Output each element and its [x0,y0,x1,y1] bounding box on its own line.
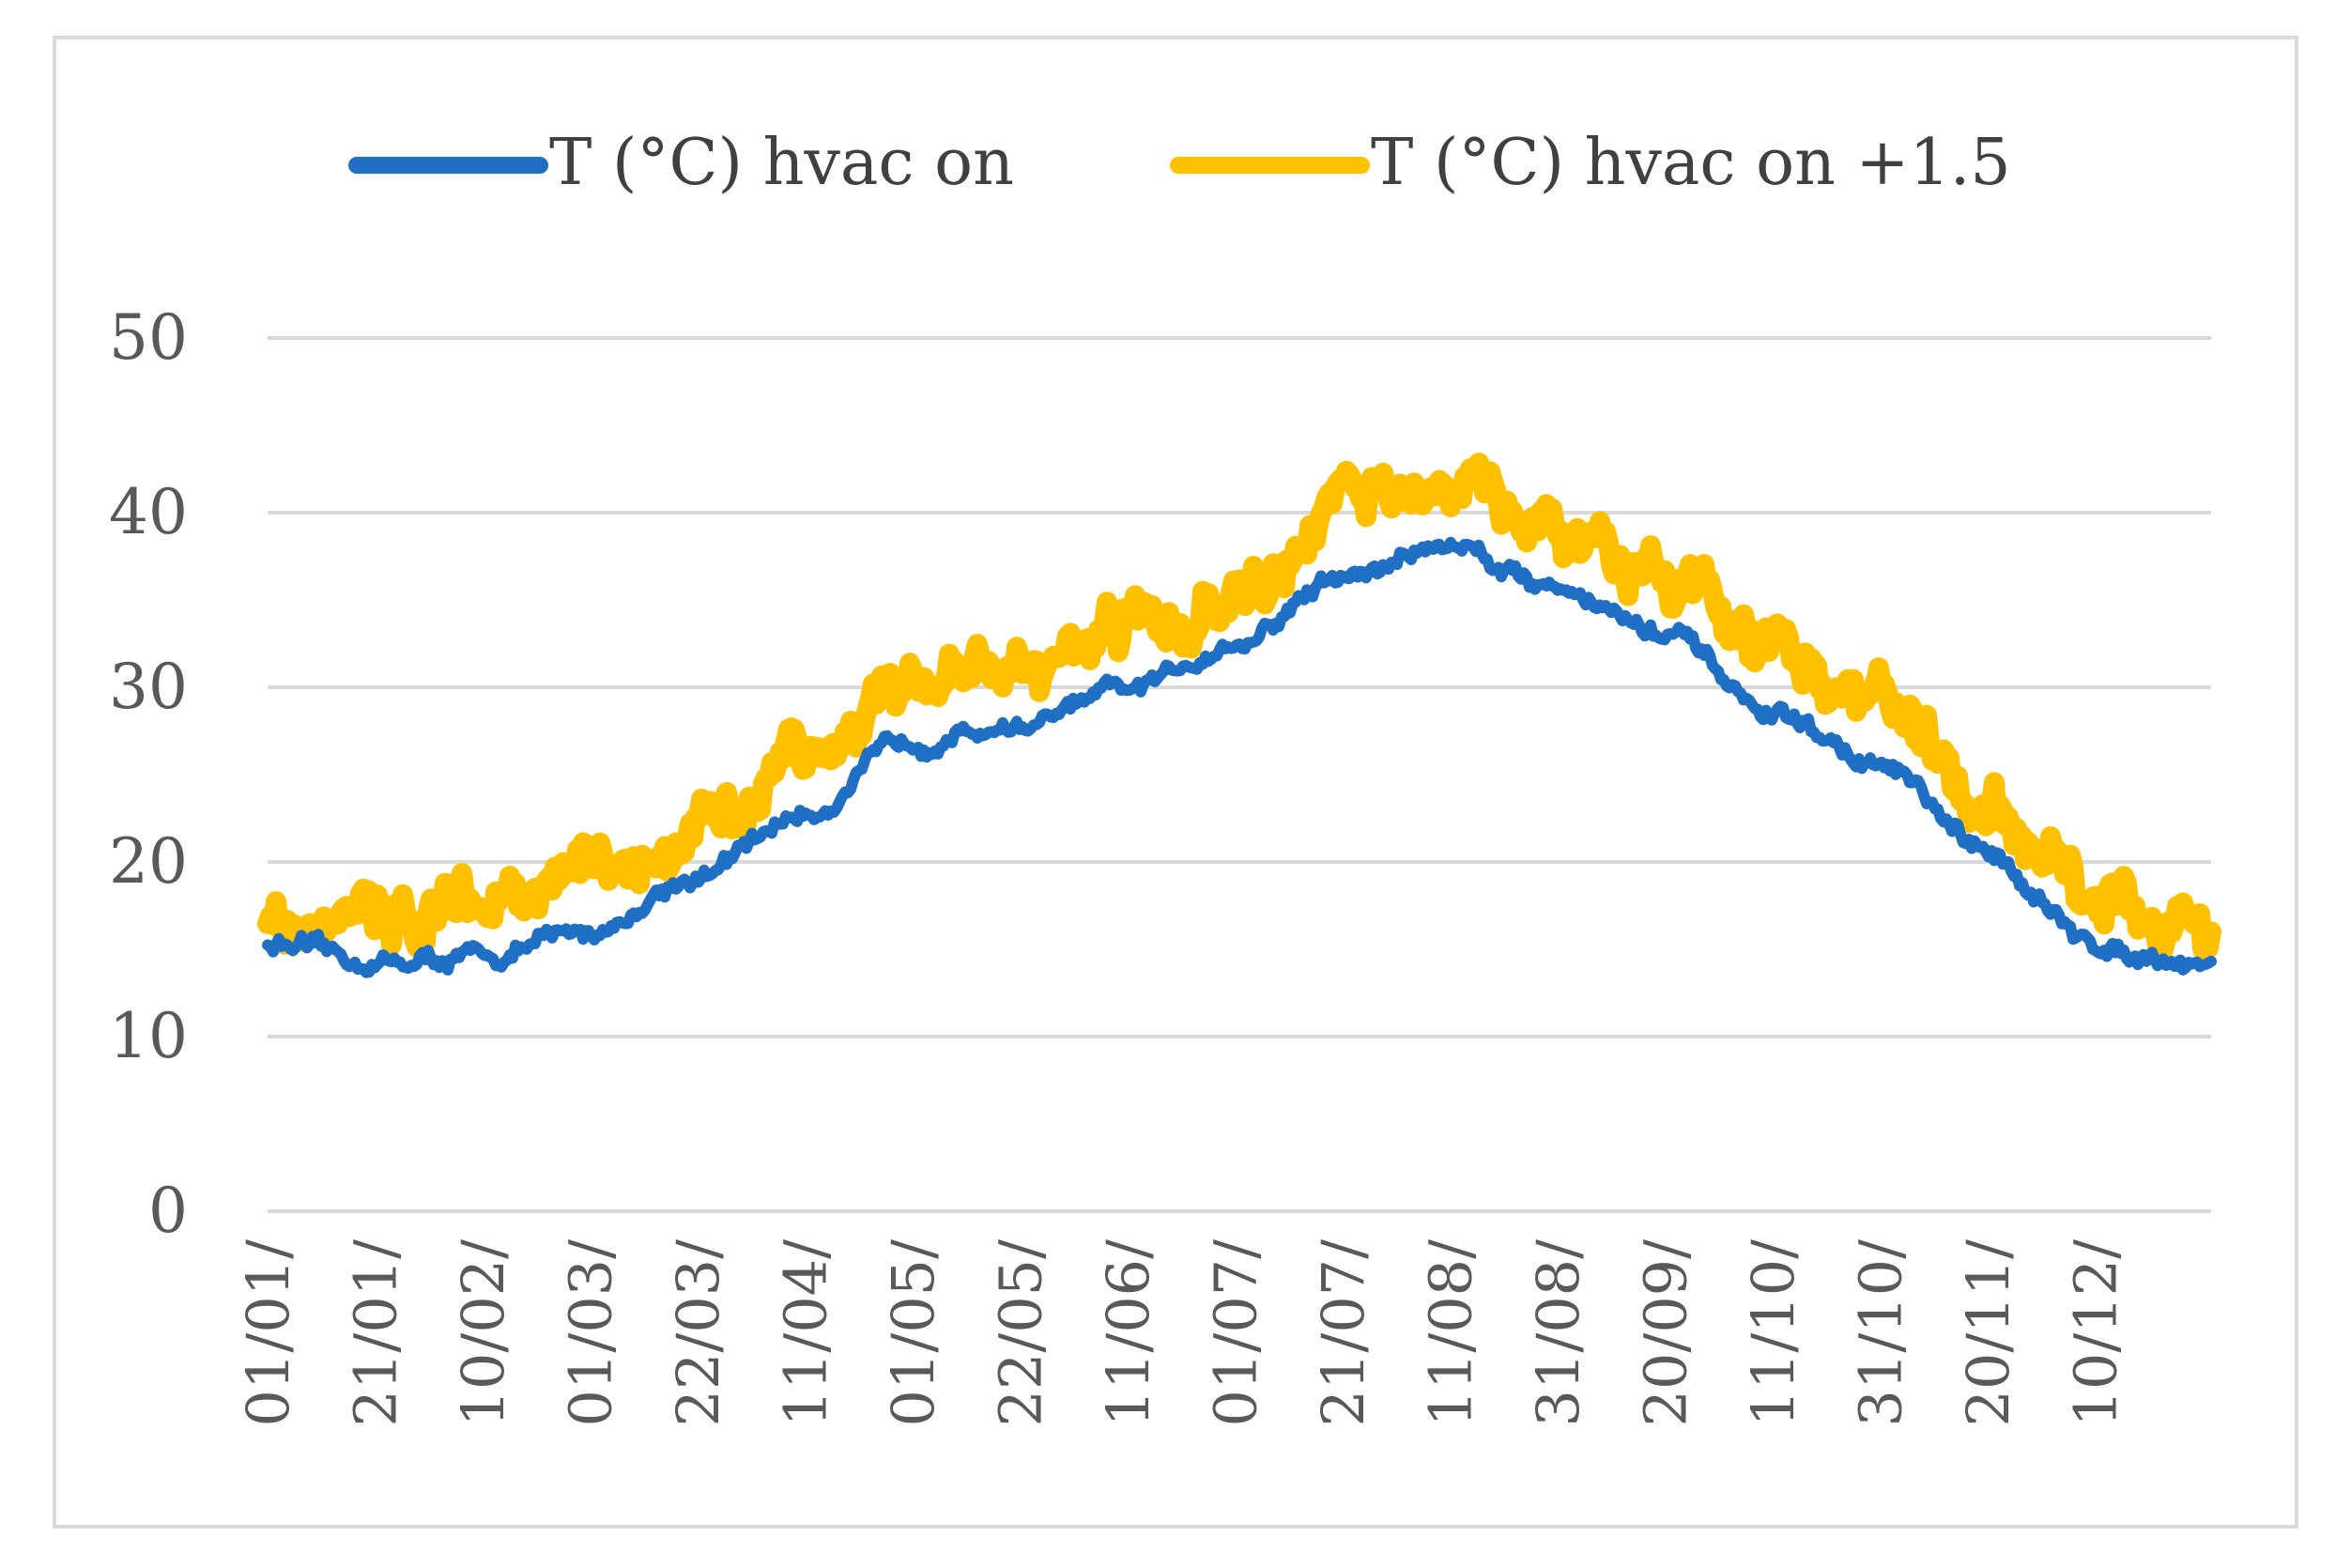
series-layer [257,453,2221,978]
legend: T (°C) hvac on T (°C) hvac on +1.5 [348,126,2011,200]
y-axis-ticks: 0 10 20 30 40 50 [109,301,188,1247]
y-tick-label: 0 [148,1175,188,1247]
y-tick-label: 40 [109,476,188,548]
x-tick-label: 11/08/ [1417,1239,1485,1427]
x-tick-label: 31/08/ [1524,1239,1592,1427]
x-tick-label: 10/12/ [2062,1239,2130,1427]
gridlines [268,336,2211,1213]
x-tick-label: 11/04/ [772,1239,840,1427]
x-tick-label: 10/02/ [449,1239,517,1427]
x-axis-ticks: 01/01/21/01/10/02/01/03/22/03/11/04/01/0… [234,1239,2130,1427]
x-tick-label: 11/06/ [1094,1239,1162,1427]
y-tick-label: 50 [109,301,188,374]
x-tick-label: 01/05/ [879,1239,947,1427]
series-line-hvac-on-plus [257,453,2221,967]
x-tick-label: 22/03/ [664,1239,732,1427]
x-tick-label: 22/05/ [987,1239,1055,1427]
x-tick-label: 01/03/ [557,1239,625,1427]
x-tick-label: 01/07/ [1202,1239,1270,1427]
legend-item-hvac-on: T (°C) hvac on [348,126,1014,200]
x-tick-label: 20/09/ [1632,1239,1700,1427]
y-tick-label: 30 [109,651,188,723]
x-tick-label: 31/10/ [1847,1239,1915,1427]
series-line-hvac-on [262,536,2217,978]
x-tick-label: 20/11/ [1954,1239,2022,1427]
legend-label-hvac-on: T (°C) hvac on [549,126,1014,200]
x-tick-label: 21/07/ [1309,1239,1377,1427]
legend-label-hvac-on-plus: T (°C) hvac on +1.5 [1371,126,2011,200]
x-tick-label: 11/10/ [1739,1239,1807,1427]
x-tick-label: 21/01/ [342,1239,410,1427]
x-tick-label: 01/01/ [234,1239,302,1427]
y-tick-label: 10 [109,1000,188,1072]
y-tick-label: 20 [109,825,188,898]
legend-item-hvac-on-plus: T (°C) hvac on +1.5 [1170,126,2011,200]
